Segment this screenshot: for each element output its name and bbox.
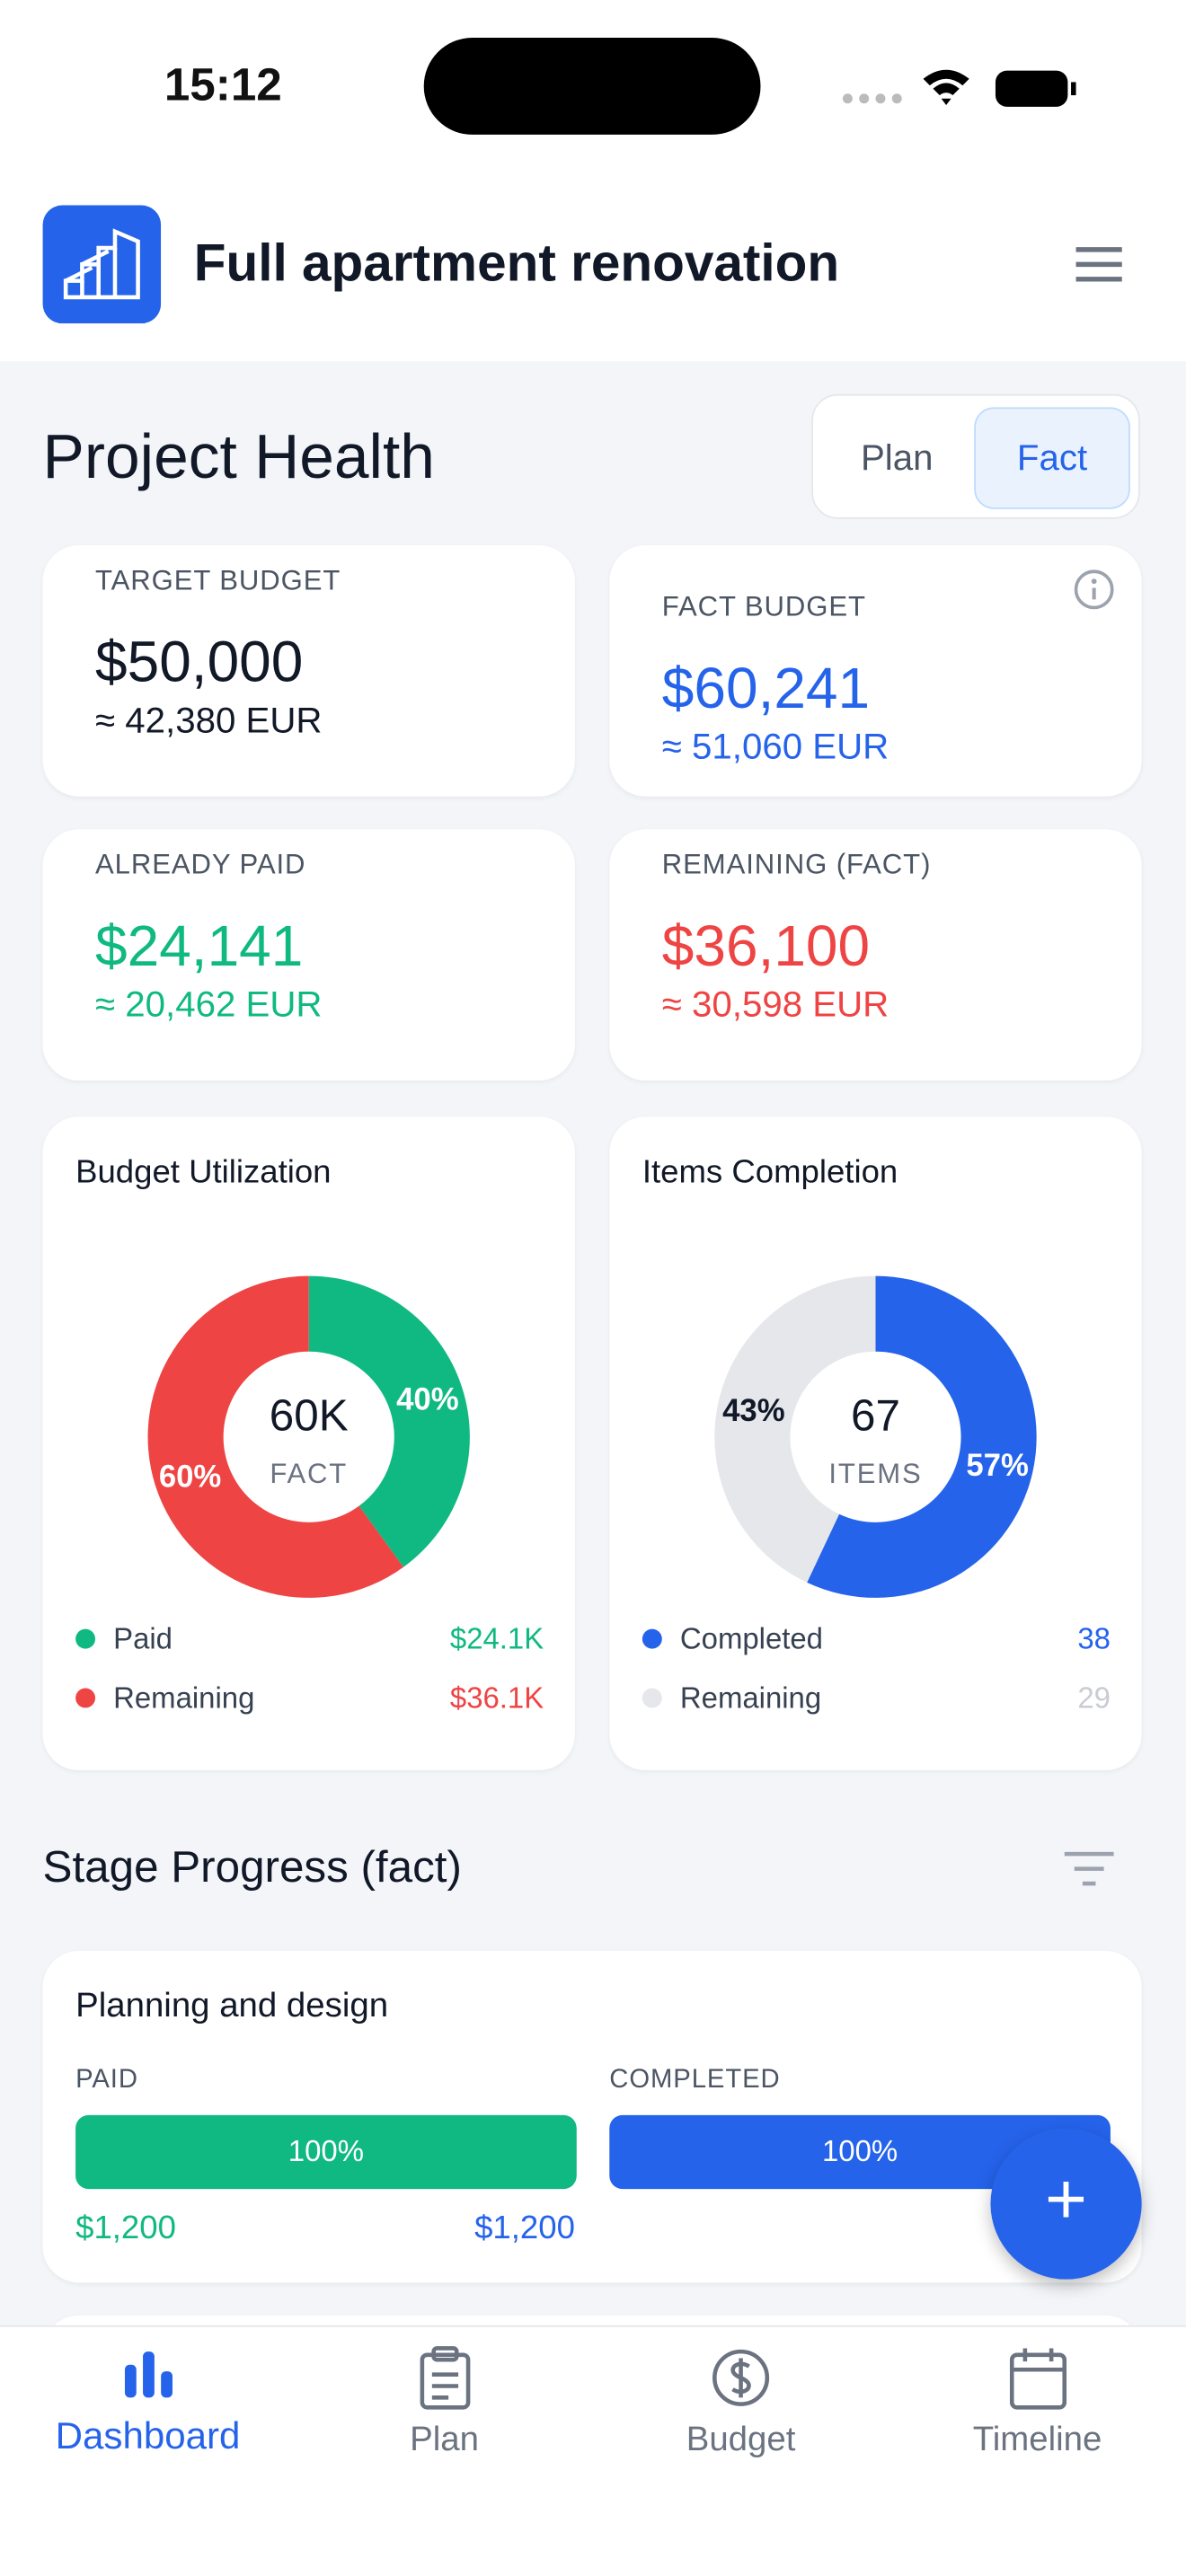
summary-card: [42, 544, 575, 797]
legend-dot: [642, 1688, 662, 1708]
center-label: ITEMS: [828, 1458, 922, 1489]
legend-label: Completed: [680, 1622, 823, 1655]
summary-card: [609, 829, 1142, 1081]
legend-label: Paid: [113, 1622, 173, 1655]
add-button[interactable]: +: [990, 2128, 1142, 2280]
card-label: ALREADY PAID: [95, 849, 306, 880]
section-title: Project Health: [42, 423, 435, 493]
completed-percent: 100%: [822, 2134, 898, 2168]
chart-card: [609, 1116, 1142, 1770]
segment-label: 40%: [396, 1383, 458, 1417]
nav-item[interactable]: Plan: [410, 2420, 479, 2458]
toggle-plan[interactable]: Plan: [860, 437, 934, 479]
card-converted: ≈ 20,462 EUR: [95, 984, 323, 1025]
header-title: Full apartment renovation: [193, 233, 840, 293]
dynamic-island: [423, 38, 761, 135]
legend-dot: [642, 1628, 662, 1649]
bottom-nav: [0, 2325, 1186, 2576]
card-value: $60,241: [661, 657, 871, 721]
segment-label: 57%: [966, 1449, 1028, 1483]
menu-button[interactable]: [1073, 243, 1126, 287]
charts: Budget Utilization 40% Paid $24.1K 60% Remain…: [75, 1152, 1111, 1714]
donut-segment: [308, 1275, 470, 1567]
summary-card: [42, 829, 575, 1081]
card-value: $36,100: [661, 914, 871, 979]
summary-card: [609, 544, 1142, 797]
paid-label: PAID: [75, 2066, 138, 2095]
card-value: $24,141: [95, 914, 304, 979]
center-label: FACT: [270, 1458, 348, 1489]
legend-value: $36.1K: [450, 1681, 544, 1714]
nav-item[interactable]: Budget: [686, 2420, 796, 2458]
nav-icons: [124, 2346, 1067, 2410]
segment-label: 43%: [722, 1394, 785, 1428]
segment-label: 60%: [159, 1460, 222, 1494]
time: 15:12: [164, 58, 282, 110]
card-converted: ≈ 30,598 EUR: [661, 984, 890, 1025]
chart-card: [42, 1116, 575, 1770]
paid-amount: $1,200: [75, 2210, 176, 2247]
legend-value: $24.1K: [450, 1622, 544, 1655]
card-label: FACT BUDGET: [661, 591, 866, 622]
toggle-fact[interactable]: Fact: [974, 407, 1130, 509]
stages-title: Stage Progress (fact): [42, 1842, 462, 1892]
donut-segment: [807, 1275, 1037, 1598]
donut-segment: [714, 1275, 876, 1583]
paid-total: $1,200: [474, 2210, 575, 2247]
donut-segment: [147, 1275, 404, 1598]
info-icon[interactable]: [1073, 569, 1116, 612]
nav-item[interactable]: Dashboard: [55, 2413, 241, 2457]
stage-name: Planning and design: [75, 1987, 389, 2025]
chart-title: Budget Utilization: [75, 1152, 331, 1189]
center-value: 60K: [270, 1390, 349, 1440]
chart-title: Items Completion: [642, 1152, 898, 1189]
legend-value: 38: [1077, 1622, 1111, 1655]
legend-dot: [75, 1688, 96, 1708]
card-value: $50,000: [95, 631, 304, 695]
completed-label: COMPLETED: [609, 2066, 781, 2095]
legend-value: 29: [1077, 1681, 1111, 1714]
card-converted: ≈ 51,060 EUR: [661, 726, 890, 767]
card-label: TARGET BUDGET: [95, 564, 341, 596]
card-label: REMAINING (FACT): [661, 849, 932, 880]
app-logo: [42, 205, 162, 324]
filter-button[interactable]: [1061, 1849, 1117, 1892]
legend-dot: [75, 1628, 96, 1649]
nav-item[interactable]: Timeline: [972, 2420, 1102, 2458]
status-icons: [842, 69, 1076, 107]
paid-percent: 100%: [288, 2134, 364, 2168]
card-converted: ≈ 42,380 EUR: [95, 699, 323, 741]
legend-label: Remaining: [680, 1681, 821, 1714]
paid-bar: [75, 2114, 577, 2190]
center-value: 67: [851, 1390, 900, 1440]
legend-label: Remaining: [113, 1681, 254, 1714]
